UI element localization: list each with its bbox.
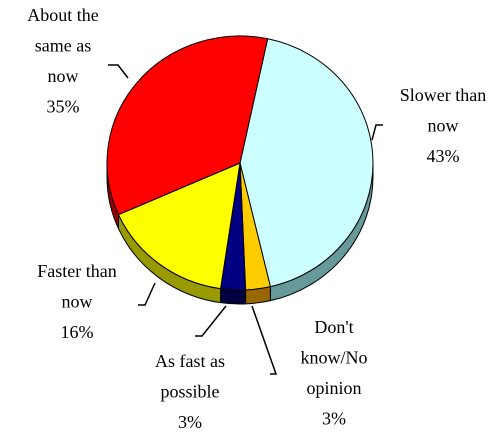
labels: Slower than now 43% Don't know/No opinion 3% As… (27, 5, 486, 432)
category-label: As fast as possible (155, 351, 225, 402)
leader-line (108, 64, 129, 79)
slice (239, 38, 374, 288)
leader-line (251, 305, 278, 375)
value-label: 43% (427, 146, 460, 166)
category-label: Don't know/No opinion (301, 317, 368, 398)
value-label: 35% (47, 97, 80, 117)
leader-line (371, 124, 383, 141)
category-label: About the same as now (27, 5, 99, 86)
value-label: 3% (322, 409, 346, 429)
category-label: Slower than now (400, 85, 486, 136)
slice (117, 162, 241, 290)
pie-sides (106, 162, 374, 305)
slice (106, 35, 269, 216)
leader-line (138, 282, 156, 306)
category-label: Faster than now (37, 261, 116, 312)
value-label: 16% (61, 322, 94, 342)
pie-tops (106, 35, 374, 291)
value-label: 3% (178, 412, 202, 432)
slice-side (220, 288, 247, 305)
leader-line (195, 305, 227, 337)
